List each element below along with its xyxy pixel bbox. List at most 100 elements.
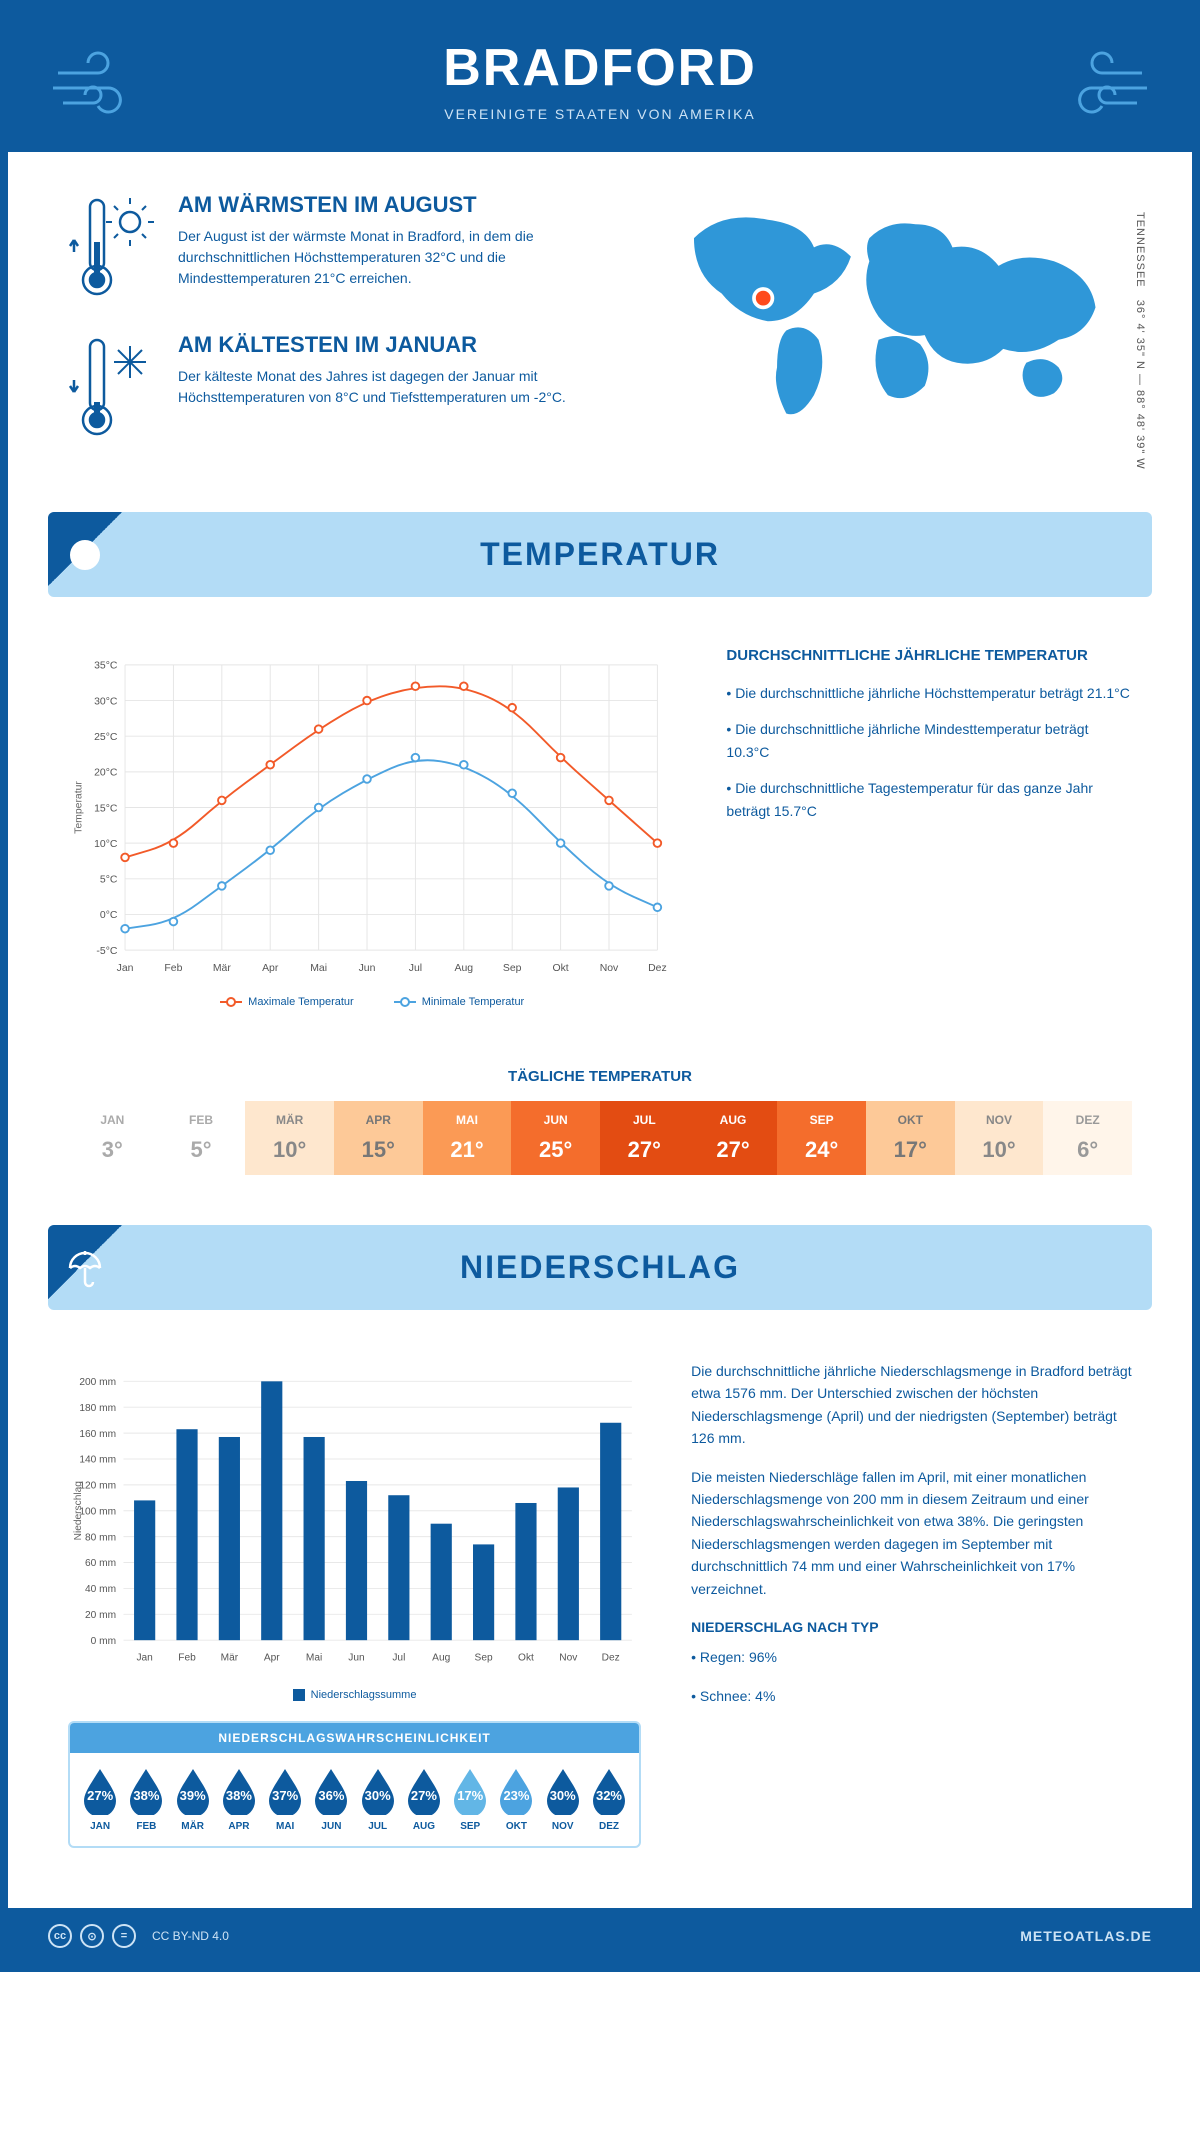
svg-text:0 mm: 0 mm <box>91 1636 116 1647</box>
svg-text:40 mm: 40 mm <box>85 1584 116 1595</box>
warmest-title: AM WÄRMSTEN IM AUGUST <box>178 192 604 218</box>
intro-row: AM WÄRMSTEN IM AUGUST Der August ist der… <box>8 152 1192 492</box>
probability-cell: 27% JAN <box>78 1767 122 1832</box>
svg-text:100 mm: 100 mm <box>79 1506 116 1517</box>
svg-text:Feb: Feb <box>164 963 182 974</box>
daily-temp-cell: FEB5° <box>157 1101 246 1175</box>
svg-text:Mär: Mär <box>221 1653 239 1664</box>
daily-temp-cell: JUN25° <box>511 1101 600 1175</box>
daily-temp-cell: JUL27° <box>600 1101 689 1175</box>
thermometer-hot-icon <box>68 192 158 302</box>
temperature-heading: TEMPERATUR <box>68 536 1132 573</box>
svg-text:Temperatur: Temperatur <box>73 781 84 834</box>
probability-cell: 38% FEB <box>124 1767 168 1832</box>
svg-text:180 mm: 180 mm <box>79 1403 116 1414</box>
daily-temp-cell: APR15° <box>334 1101 423 1175</box>
svg-text:Nov: Nov <box>559 1653 578 1664</box>
daily-temp-cell: NOV10° <box>955 1101 1044 1175</box>
svg-text:20 mm: 20 mm <box>85 1610 116 1621</box>
precipitation-row: 0 mm 20 mm 40 mm 60 mm 80 mm 100 mm 120 mm 140 … <box>8 1330 1192 1878</box>
temperature-summary-title: DURCHSCHNITTLICHE JÄHRLICHE TEMPERATUR <box>726 647 1132 664</box>
header: BRADFORD VEREINIGTE STAATEN VON AMERIKA <box>8 8 1192 152</box>
site-name: METEOATLAS.DE <box>1020 1928 1152 1944</box>
svg-text:Aug: Aug <box>432 1653 450 1664</box>
svg-text:Apr: Apr <box>262 963 279 974</box>
coldest-text: Der kälteste Monat des Jahres ist dagege… <box>178 366 604 408</box>
svg-text:Sep: Sep <box>503 963 522 974</box>
daily-temp-cell: DEZ6° <box>1043 1101 1132 1175</box>
svg-text:Jan: Jan <box>136 1653 152 1664</box>
precip-snow: • Schnee: 4% <box>691 1685 1132 1707</box>
temperature-legend: Maximale Temperatur Minimale Temperatur <box>68 996 676 1008</box>
svg-text:Jun: Jun <box>359 963 376 974</box>
svg-text:Jan: Jan <box>117 963 134 974</box>
footer: cc ⊙ = CC BY-ND 4.0 METEOATLAS.DE <box>8 1908 1192 1964</box>
precip-para-2: Die meisten Niederschläge fallen im Apri… <box>691 1466 1132 1600</box>
svg-text:Nov: Nov <box>600 963 619 974</box>
svg-text:-5°C: -5°C <box>96 946 117 957</box>
wind-icon-right <box>1052 48 1152 128</box>
svg-text:10°C: 10°C <box>94 839 118 850</box>
probability-cell: 23% OKT <box>494 1767 538 1832</box>
svg-text:Okt: Okt <box>518 1653 534 1664</box>
temperature-bullet: • Die durchschnittliche jährliche Höchst… <box>726 682 1132 704</box>
temperature-chart: -5°C0°C5°C10°C15°C20°C25°C30°C35°CTemper… <box>68 647 676 1008</box>
svg-text:Mai: Mai <box>306 1653 322 1664</box>
svg-text:80 mm: 80 mm <box>85 1532 116 1543</box>
svg-text:15°C: 15°C <box>94 803 118 814</box>
coldest-title: AM KÄLTESTEN IM JANUAR <box>178 332 604 358</box>
probability-cell: 30% NOV <box>541 1767 585 1832</box>
svg-text:Dez: Dez <box>602 1653 620 1664</box>
svg-text:Jun: Jun <box>348 1653 364 1664</box>
precipitation-heading: NIEDERSCHLAG <box>68 1249 1132 1286</box>
temperature-row: -5°C0°C5°C10°C15°C20°C25°C30°C35°CTemper… <box>8 617 1192 1038</box>
svg-text:160 mm: 160 mm <box>79 1429 116 1440</box>
svg-text:Dez: Dez <box>648 963 667 974</box>
temperature-banner: TEMPERATUR <box>48 512 1152 597</box>
cc-icon: cc <box>48 1924 72 1948</box>
probability-cell: 32% DEZ <box>587 1767 631 1832</box>
probability-cell: 38% APR <box>217 1767 261 1832</box>
svg-text:35°C: 35°C <box>94 661 118 672</box>
nd-icon: = <box>112 1924 136 1948</box>
probability-cell: 27% AUG <box>402 1767 446 1832</box>
probability-cell: 39% MÄR <box>171 1767 215 1832</box>
daily-temp-cell: AUG27° <box>689 1101 778 1175</box>
precip-para-1: Die durchschnittliche jährliche Niedersc… <box>691 1360 1132 1450</box>
infographic-frame: BRADFORD VEREINIGTE STAATEN VON AMERIKA … <box>0 0 1200 1972</box>
warmest-block: AM WÄRMSTEN IM AUGUST Der August ist der… <box>68 192 604 302</box>
svg-text:140 mm: 140 mm <box>79 1455 116 1466</box>
daily-temp-cell: SEP24° <box>777 1101 866 1175</box>
coordinates-label: TENNESSEE 36° 4' 35" N — 88° 48' 39" W <box>1134 212 1146 470</box>
svg-text:Mai: Mai <box>310 963 327 974</box>
temperature-bullet: • Die durchschnittliche jährliche Mindes… <box>726 718 1132 763</box>
coldest-block: AM KÄLTESTEN IM JANUAR Der kälteste Mona… <box>68 332 604 442</box>
svg-text:Jul: Jul <box>392 1653 405 1664</box>
precipitation-chart: 0 mm 20 mm 40 mm 60 mm 80 mm 100 mm 120 mm 140 … <box>68 1360 641 1680</box>
probability-cell: 36% JUN <box>309 1767 353 1832</box>
umbrella-icon <box>48 1225 148 1310</box>
precipitation-legend: Niederschlagssumme <box>68 1689 641 1701</box>
svg-text:60 mm: 60 mm <box>85 1558 116 1569</box>
svg-text:Sep: Sep <box>475 1653 493 1664</box>
page-subtitle: VEREINIGTE STAATEN VON AMERIKA <box>28 106 1172 122</box>
intro-right: TENNESSEE 36° 4' 35" N — 88° 48' 39" W <box>644 192 1132 472</box>
by-icon: ⊙ <box>80 1924 104 1948</box>
svg-text:5°C: 5°C <box>100 875 118 886</box>
svg-text:Niederschlag: Niederschlag <box>73 1481 84 1540</box>
svg-text:200 mm: 200 mm <box>79 1377 116 1388</box>
svg-text:0°C: 0°C <box>100 910 118 921</box>
svg-text:30°C: 30°C <box>94 696 118 707</box>
probability-cell: 37% MAI <box>263 1767 307 1832</box>
page-title: BRADFORD <box>28 38 1172 98</box>
daily-temp-cell: MAI21° <box>423 1101 512 1175</box>
probability-cell: 30% JUL <box>356 1767 400 1832</box>
daily-temp-cell: OKT17° <box>866 1101 955 1175</box>
svg-text:120 mm: 120 mm <box>79 1481 116 1492</box>
svg-text:Jul: Jul <box>409 963 422 974</box>
license-block: cc ⊙ = CC BY-ND 4.0 <box>48 1924 229 1948</box>
probability-title: NIEDERSCHLAGSWAHRSCHEINLICHKEIT <box>70 1723 639 1753</box>
thermometer-cold-icon <box>68 332 158 442</box>
precipitation-banner: NIEDERSCHLAG <box>48 1225 1152 1310</box>
svg-text:Feb: Feb <box>178 1653 196 1664</box>
